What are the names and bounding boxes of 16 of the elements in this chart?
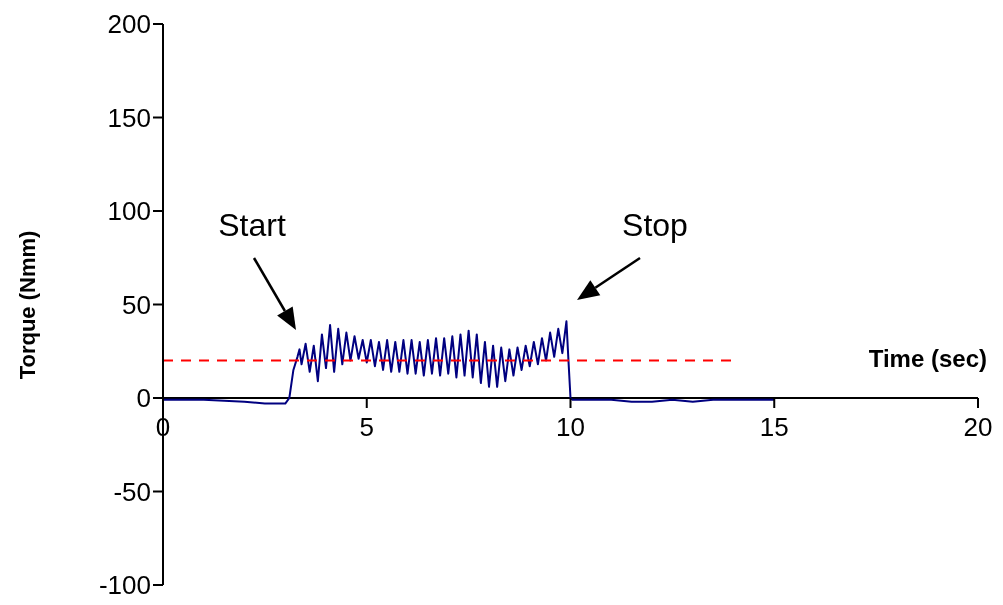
y-tick-label: 50	[122, 289, 151, 320]
x-tick-label: 20	[963, 412, 993, 442]
y-tick-label: 100	[107, 196, 151, 227]
y-tick-label: -50	[113, 476, 151, 507]
y-tick-label: 150	[107, 102, 151, 133]
annotation: Start	[218, 207, 286, 244]
x-tick-label: 5	[359, 412, 374, 442]
y-tick-label: 0	[136, 383, 151, 414]
x-tick-label: 10	[556, 412, 585, 442]
annotation: Stop	[622, 207, 688, 244]
y-axis-title: Torque (Nmm)	[15, 230, 41, 379]
x-tick-label: 15	[759, 412, 789, 442]
y-tick-label: 200	[107, 9, 151, 40]
y-tick-label: -100	[98, 570, 151, 601]
line-series	[163, 320, 776, 405]
x-axis-title: Time (sec)	[868, 344, 987, 373]
